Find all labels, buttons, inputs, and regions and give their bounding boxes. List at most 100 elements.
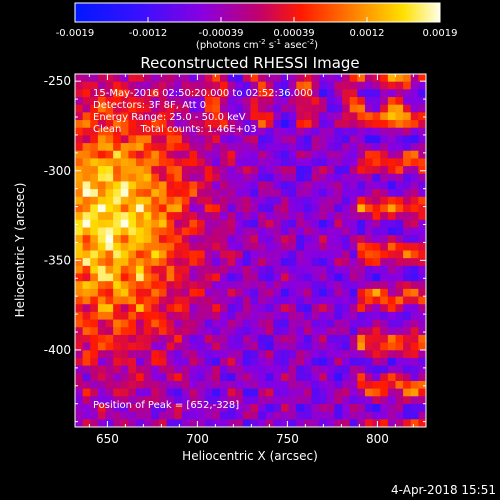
- heatmap-cell: [403, 158, 412, 167]
- heatmap-cell: [90, 357, 99, 366]
- heatmap-cell: [296, 120, 305, 129]
- heatmap-cell: [349, 296, 358, 305]
- heatmap-cell: [151, 403, 160, 413]
- heatmap-cell: [219, 204, 229, 213]
- heatmap-cell: [334, 411, 343, 420]
- heatmap-cell: [380, 258, 389, 267]
- heatmap-cell: [342, 258, 351, 267]
- heatmap-cell: [113, 311, 122, 320]
- heatmap-cell: [250, 403, 259, 413]
- heatmap-cell: [250, 327, 259, 336]
- heatmap-cell: [281, 373, 290, 382]
- heatmap-cell: [204, 97, 213, 106]
- heatmap-cell: [319, 112, 328, 121]
- heatmap-cell: [120, 334, 129, 343]
- heatmap-cell: [380, 227, 389, 236]
- heatmap-cell: [342, 403, 351, 413]
- heatmap-cell: [128, 334, 137, 343]
- heatmap-cell: [242, 189, 251, 198]
- heatmap-cell: [342, 365, 351, 374]
- heatmap-cell: [372, 135, 381, 144]
- heatmap-cell: [113, 334, 122, 343]
- heatmap-cell: [90, 281, 99, 290]
- heatmap-cell: [403, 311, 412, 320]
- heatmap-cell: [143, 242, 152, 251]
- heatmap-cell: [235, 181, 244, 190]
- heatmap-cell: [174, 127, 183, 136]
- heatmap-cell: [364, 319, 373, 328]
- heatmap-cell: [265, 219, 274, 228]
- heatmap-cell: [158, 227, 167, 236]
- heatmap-cell: [212, 166, 221, 175]
- heatmap-cell: [303, 419, 312, 427]
- heatmap-cell: [326, 143, 335, 152]
- heatmap-cell: [204, 396, 213, 405]
- heatmap-cell: [296, 104, 305, 113]
- heatmap-cell: [97, 311, 106, 320]
- heatmap-cell: [235, 304, 244, 313]
- heatmap-cell: [227, 311, 236, 320]
- heatmap-cell: [174, 173, 183, 182]
- heatmap-cell: [342, 166, 351, 175]
- heatmap-cell: [296, 311, 305, 320]
- heatmap-cell: [105, 396, 114, 405]
- heatmap-cell: [410, 327, 419, 336]
- heatmap-cell: [113, 380, 122, 390]
- heatmap-cell: [120, 89, 129, 98]
- heatmap-cell: [250, 189, 259, 198]
- heatmap-cell: [120, 227, 129, 236]
- heatmap-cell: [204, 158, 213, 167]
- heatmap-cell: [227, 158, 236, 167]
- heatmap-cell: [258, 250, 267, 259]
- heatmap-cell: [372, 319, 381, 328]
- heatmap-cell: [311, 373, 320, 382]
- heatmap-cell: [75, 281, 84, 290]
- heatmap-cell: [189, 281, 198, 290]
- heatmap-cell: [120, 265, 129, 274]
- heatmap-cell: [349, 265, 358, 274]
- heatmap-cell: [143, 158, 152, 167]
- heatmap-cell: [219, 196, 229, 205]
- heatmap-cell: [319, 327, 328, 336]
- heatmap-cell: [349, 403, 358, 413]
- heatmap-cell: [143, 296, 152, 305]
- heatmap-cell: [258, 311, 267, 320]
- heatmap-cell: [364, 380, 373, 390]
- heatmap-cell: [174, 74, 183, 83]
- heatmap-cell: [357, 288, 366, 297]
- heatmap-cell: [82, 173, 91, 182]
- heatmap-cell: [120, 173, 129, 182]
- heatmap-cell: [136, 112, 145, 121]
- heatmap-cell: [105, 189, 114, 198]
- heatmap-cell: [296, 166, 305, 175]
- heatmap-cell: [303, 166, 312, 175]
- heatmap-cell: [250, 373, 259, 382]
- heatmap-cell: [418, 365, 426, 374]
- heatmap-cell: [296, 357, 305, 366]
- heatmap-cell: [113, 219, 122, 228]
- heatmap-cell: [204, 388, 213, 397]
- heatmap-cell: [387, 365, 396, 374]
- heatmap-cell: [418, 357, 426, 366]
- heatmap-cell: [265, 227, 274, 236]
- heatmap-cell: [410, 196, 419, 205]
- heatmap-cell: [97, 104, 106, 113]
- heatmap-cell: [151, 258, 160, 267]
- heatmap-cell: [311, 127, 320, 136]
- heatmap-cell: [113, 235, 122, 244]
- heatmap-cell: [174, 158, 183, 167]
- heatmap-cell: [303, 281, 312, 290]
- heatmap-cell: [265, 242, 274, 251]
- heatmap-cell: [258, 74, 267, 83]
- heatmap-cell: [288, 135, 297, 144]
- heatmap-cell: [105, 281, 114, 290]
- heatmap-cell: [380, 166, 389, 175]
- heatmap-cell: [151, 334, 160, 343]
- heatmap-cell: [288, 403, 297, 413]
- heatmap-cell: [158, 212, 167, 221]
- heatmap-cell: [143, 311, 152, 320]
- heatmap-cell: [410, 212, 419, 221]
- heatmap-cell: [166, 334, 175, 343]
- heatmap-cell: [281, 204, 290, 213]
- heatmap-cell: [303, 273, 312, 282]
